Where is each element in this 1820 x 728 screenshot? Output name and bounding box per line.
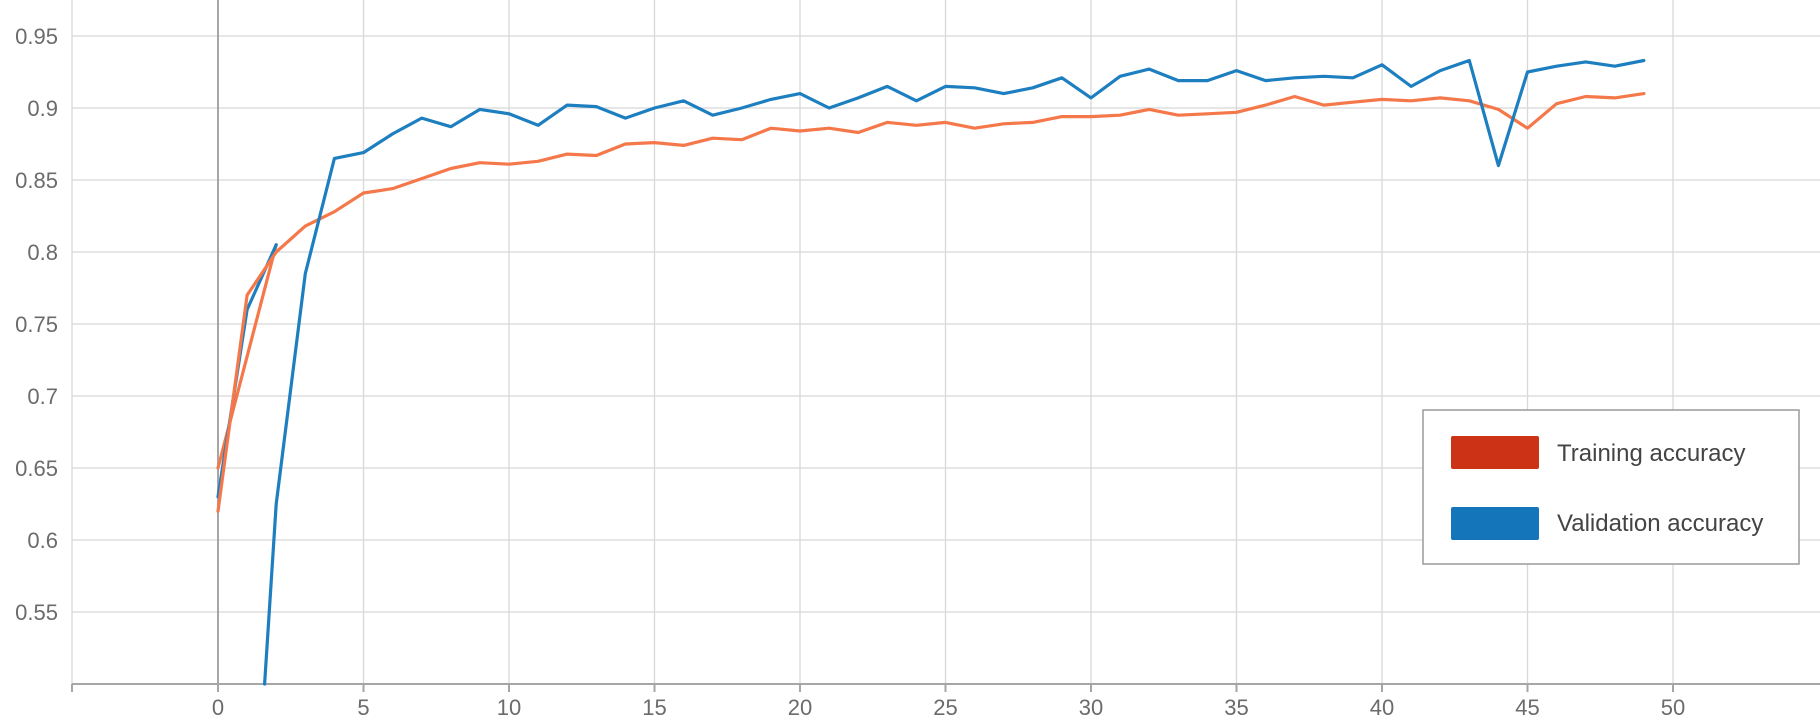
y-tick-label: 0.8 xyxy=(27,240,58,265)
x-tick-label: 40 xyxy=(1370,695,1394,720)
y-tick-label: 0.9 xyxy=(27,96,58,121)
x-tick-label: 20 xyxy=(788,695,812,720)
y-tick-label: 0.75 xyxy=(15,312,58,337)
x-tick-label: 30 xyxy=(1079,695,1103,720)
x-tick-label: 15 xyxy=(642,695,666,720)
legend-label-training: Training accuracy xyxy=(1557,440,1746,467)
x-tick-label: 10 xyxy=(497,695,521,720)
legend-swatch-validation xyxy=(1451,507,1539,540)
series-lines xyxy=(216,58,1646,686)
training-accuracy-line xyxy=(216,92,1646,513)
y-tick-label: 0.85 xyxy=(15,168,58,193)
y-tick-label: 0.95 xyxy=(15,24,58,49)
x-tick-label: 50 xyxy=(1661,695,1685,720)
x-tick-label: 35 xyxy=(1224,695,1248,720)
y-tick-label: 0.65 xyxy=(15,456,58,481)
x-tick-label: 45 xyxy=(1515,695,1539,720)
y-tick-label: 0.6 xyxy=(27,528,58,553)
x-tick-label: 0 xyxy=(212,695,224,720)
y-tick-label: 0.7 xyxy=(27,384,58,409)
x-tick-label: 25 xyxy=(933,695,957,720)
legend: Training accuracy Validation accuracy xyxy=(1422,409,1800,565)
x-tick-label: 5 xyxy=(357,695,369,720)
y-tick-label: 0.55 xyxy=(15,600,58,625)
legend-swatch-training xyxy=(1451,436,1539,469)
legend-box xyxy=(1422,409,1800,565)
tick-labels: 0.55 0.6 0.65 0.7 0.75 0.8 0.85 0.9 0.95 0 5 10 15 20… xyxy=(15,24,1685,720)
legend-label-validation: Validation accuracy xyxy=(1557,510,1763,537)
validation-accuracy-line xyxy=(263,58,1646,686)
axes xyxy=(71,0,1820,692)
